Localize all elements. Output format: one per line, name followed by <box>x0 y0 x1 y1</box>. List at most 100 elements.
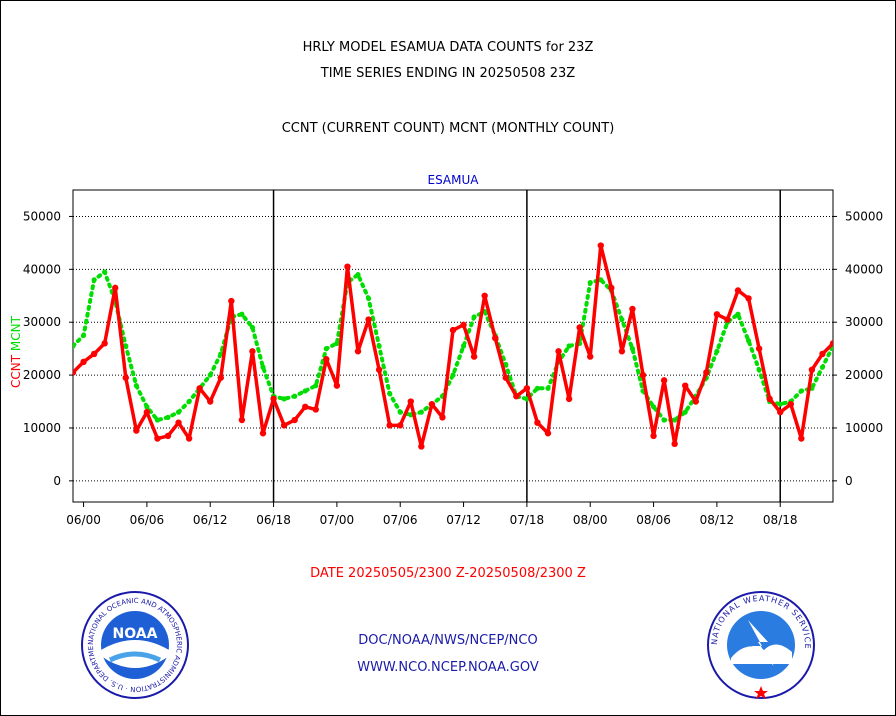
data-point-ccnt <box>703 369 710 376</box>
data-point-mcnt <box>545 385 551 391</box>
x-tick-label: 08/06 <box>636 513 671 527</box>
data-point-mcnt <box>756 367 762 373</box>
y-tick-label-right: 10000 <box>845 421 883 435</box>
data-point-mcnt <box>355 272 361 278</box>
data-point-ccnt <box>112 284 119 292</box>
data-point-mcnt <box>133 383 139 389</box>
data-point-mcnt <box>598 277 604 283</box>
y-tick-label-right: 40000 <box>845 262 883 276</box>
data-point-ccnt <box>386 422 393 429</box>
data-point-mcnt <box>450 372 456 378</box>
data-point-ccnt <box>819 350 826 358</box>
title-line-1: HRLY MODEL ESAMUA DATA COUNTS for 23Z <box>302 40 594 55</box>
time-series-chart: ESAMUA 0 0 10000 10000 20000 20000 30000 30000 40… <box>9 173 883 527</box>
y-tick-label-left: 50000 <box>23 209 61 223</box>
y-axis-label-part: CCNT <box>9 354 23 388</box>
data-point-ccnt <box>555 348 562 355</box>
title-line-2: TIME SERIES ENDING IN 20250508 23Z <box>320 66 576 81</box>
data-point-mcnt <box>387 390 393 397</box>
data-point-ccnt <box>302 403 309 411</box>
x-tick-label: 06/06 <box>130 513 165 527</box>
y-tick-label-right: 0 <box>845 474 853 488</box>
data-point-ccnt <box>280 422 288 429</box>
data-point-ccnt <box>439 414 446 421</box>
data-point-ccnt <box>829 340 833 347</box>
data-point-ccnt <box>565 395 573 403</box>
data-point-ccnt <box>375 366 383 373</box>
data-point-ccnt <box>544 430 552 437</box>
data-point-ccnt <box>682 382 689 389</box>
data-point-mcnt <box>460 343 467 349</box>
y-axis-label-part: MCNT <box>9 315 23 355</box>
data-point-ccnt <box>217 374 224 381</box>
data-point-mcnt <box>73 343 76 349</box>
data-point-ccnt <box>734 287 742 294</box>
data-point-mcnt <box>292 393 298 399</box>
x-tick-label: 06/18 <box>256 513 291 527</box>
data-point-mcnt <box>798 388 804 394</box>
data-point-ccnt <box>323 356 330 363</box>
data-point-mcnt <box>207 372 213 378</box>
data-point-ccnt <box>724 316 731 323</box>
data-point-mcnt <box>154 417 161 423</box>
data-point-mcnt <box>175 409 182 415</box>
data-point-ccnt <box>175 419 182 426</box>
data-point-ccnt <box>513 393 520 400</box>
x-tick-label: 07/18 <box>510 513 545 527</box>
data-point-ccnt <box>798 435 805 442</box>
data-point-ccnt <box>73 369 77 376</box>
data-point-ccnt <box>228 297 235 305</box>
y-tick-label-left: 10000 <box>23 421 61 435</box>
data-point-ccnt <box>460 321 467 329</box>
data-point-ccnt <box>502 374 509 381</box>
data-point-ccnt <box>418 443 425 450</box>
data-point-ccnt <box>660 377 668 384</box>
data-point-mcnt <box>365 295 372 302</box>
series-mcnt <box>73 269 833 423</box>
data-point-mcnt <box>186 398 192 405</box>
data-point-mcnt <box>566 343 572 349</box>
data-point-ccnt <box>154 435 161 442</box>
data-point-mcnt <box>334 340 340 346</box>
data-point-mcnt <box>534 385 541 391</box>
data-point-mcnt <box>397 409 403 415</box>
data-point-ccnt <box>196 385 203 392</box>
data-point-ccnt <box>122 374 129 381</box>
series-line-mcnt <box>73 269 833 423</box>
data-point-mcnt <box>661 417 667 423</box>
data-point-mcnt <box>323 346 329 352</box>
data-point-mcnt <box>281 396 287 402</box>
data-point-ccnt <box>629 305 636 313</box>
x-tick-label: 07/12 <box>446 513 481 527</box>
data-point-ccnt <box>365 316 372 323</box>
nws-logo-icon: NATIONAL WEATHER SERVICE <box>707 591 815 699</box>
data-point-mcnt <box>249 324 256 331</box>
x-tick-label: 08/00 <box>573 513 608 527</box>
data-point-ccnt <box>808 366 816 373</box>
data-point-mcnt <box>672 417 678 423</box>
data-point-ccnt <box>333 382 341 389</box>
data-point-ccnt <box>80 358 87 366</box>
data-point-ccnt <box>185 435 193 442</box>
data-point-ccnt <box>207 398 214 405</box>
data-point-mcnt <box>418 409 424 415</box>
y-tick-label-right: 20000 <box>845 368 883 382</box>
data-point-ccnt <box>671 440 678 448</box>
footer-website: WWW.NCO.NCEP.NOAA.GOV <box>357 660 539 675</box>
data-point-ccnt <box>650 432 657 440</box>
x-tick-label: 08/12 <box>700 513 735 527</box>
data-point-mcnt <box>745 338 752 344</box>
chart-subtitle: CCNT (CURRENT COUNT) MCNT (MONTHLY COUNT… <box>281 121 615 136</box>
data-point-ccnt <box>787 400 794 408</box>
y-tick-label-right: 30000 <box>845 315 883 329</box>
data-point-mcnt <box>471 314 477 320</box>
data-point-ccnt <box>449 326 457 334</box>
y-tick-label-left: 40000 <box>23 262 61 276</box>
data-point-mcnt <box>376 343 382 349</box>
data-point-mcnt <box>302 388 308 394</box>
data-point-mcnt <box>629 346 636 352</box>
y-axis-label: CCNT MCNT <box>9 315 23 388</box>
data-point-ccnt <box>354 348 362 355</box>
data-point-mcnt <box>682 409 688 415</box>
data-point-ccnt <box>397 422 404 429</box>
